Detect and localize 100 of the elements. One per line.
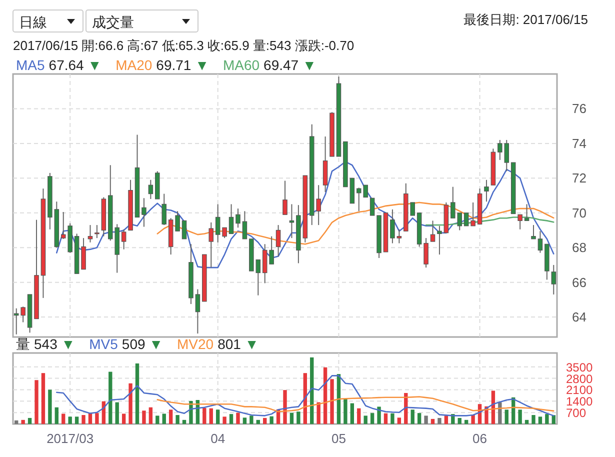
y-tick-label: 72 — [572, 170, 586, 186]
bar — [41, 373, 46, 424]
bar — [438, 418, 442, 424]
bar — [82, 415, 86, 424]
bar — [209, 408, 213, 424]
candlestick — [236, 208, 240, 228]
bar — [270, 416, 274, 424]
bar — [128, 383, 132, 424]
bar — [162, 414, 166, 424]
candlestick — [390, 208, 395, 244]
y-tick-label: 74 — [572, 136, 586, 151]
annotation: 801 ▼ — [218, 336, 259, 352]
series-label: 量 — [16, 336, 30, 352]
bar — [202, 408, 206, 424]
text: MA20 — [116, 57, 152, 73]
bar — [21, 420, 25, 424]
line-series — [56, 375, 554, 416]
bar — [95, 413, 99, 424]
candlestick — [175, 210, 180, 232]
bar — [242, 418, 247, 424]
bar — [357, 408, 361, 424]
candlestick — [289, 204, 294, 239]
candlestick — [228, 204, 234, 234]
bar — [14, 420, 18, 424]
x-tick-label: 04 — [210, 431, 226, 446]
bar — [310, 357, 314, 424]
candlestick — [81, 238, 86, 270]
y-tick-label: 68 — [572, 240, 586, 256]
candlestick — [162, 193, 166, 226]
bar — [290, 412, 294, 424]
candlestick — [538, 230, 543, 254]
candlestick — [370, 198, 375, 216]
candlestick — [88, 224, 93, 243]
bar — [545, 414, 549, 424]
bar — [518, 410, 522, 424]
bar — [417, 413, 422, 424]
y-tick-label: 64 — [572, 310, 586, 325]
text: 69.71 ▼ — [156, 57, 209, 73]
bar — [471, 415, 475, 424]
x-tick-label: 05 — [331, 431, 346, 446]
y-tick-label: 700 — [566, 406, 586, 420]
bar — [263, 418, 267, 424]
text: MA5 — [16, 57, 45, 73]
bar — [444, 416, 448, 424]
bar — [54, 407, 58, 424]
bar — [390, 413, 394, 424]
bar — [377, 406, 381, 424]
bar — [344, 399, 348, 424]
bar — [370, 413, 374, 424]
bar — [410, 410, 414, 424]
x-tick-label: 2017/03 — [46, 431, 94, 446]
candlestick — [437, 225, 442, 256]
bar — [458, 418, 462, 424]
bar — [498, 402, 502, 424]
candlestick — [551, 264, 556, 295]
bar — [524, 420, 529, 424]
bar — [156, 416, 160, 424]
bar — [68, 416, 72, 424]
bar — [148, 407, 153, 424]
candlestick — [282, 180, 288, 216]
text: MV20 — [177, 336, 214, 352]
text: 67.64 ▼ — [48, 57, 102, 73]
bar — [236, 412, 240, 424]
bar — [216, 410, 220, 424]
candlestick — [430, 220, 436, 242]
bar — [142, 410, 146, 424]
candlestick — [396, 228, 402, 244]
bar — [397, 418, 402, 424]
bar — [28, 418, 32, 424]
bar — [48, 390, 52, 424]
bar — [135, 363, 140, 424]
bar — [283, 390, 287, 424]
candlestick — [531, 224, 536, 240]
bar — [250, 416, 254, 424]
bar — [424, 416, 428, 424]
bar — [229, 414, 234, 424]
candlestick — [470, 202, 476, 226]
bar — [256, 420, 260, 424]
text: 69.47 ▼ — [264, 57, 316, 73]
bar — [430, 418, 435, 424]
y-tick-label: 70 — [572, 205, 586, 220]
bar — [538, 416, 542, 424]
bar — [384, 413, 388, 424]
candlestick — [94, 224, 100, 239]
candlestick — [182, 220, 187, 240]
bar — [74, 416, 79, 424]
bar — [296, 412, 300, 424]
candlestick — [424, 238, 428, 268]
bar — [115, 402, 119, 424]
bar — [504, 410, 508, 424]
candlestick — [142, 198, 146, 228]
annotation: 509 ▼ — [122, 336, 164, 352]
x-tick-label: 06 — [472, 431, 487, 446]
text: 日線 — [19, 14, 47, 30]
bar — [176, 415, 180, 424]
bar — [464, 420, 468, 424]
bar — [532, 415, 536, 424]
text: 成交量 — [92, 14, 134, 30]
annotation: 543 ▼ — [34, 336, 76, 352]
candlestick — [121, 228, 126, 250]
